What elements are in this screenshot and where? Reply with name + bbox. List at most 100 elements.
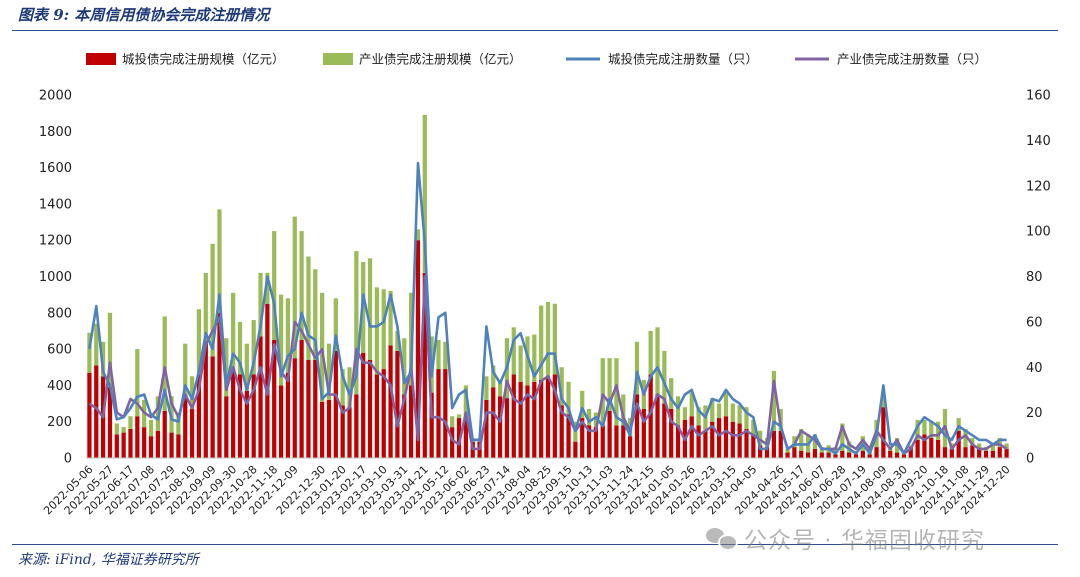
- bar-city: [805, 452, 811, 458]
- bar-industry: [682, 407, 688, 420]
- bar-industry: [217, 209, 222, 313]
- bar-industry: [552, 303, 557, 375]
- bar-city: [155, 430, 160, 458]
- bar-city: [607, 410, 612, 458]
- legend-swatch: [323, 53, 353, 65]
- bar-industry: [306, 256, 311, 360]
- bar-industry: [525, 336, 530, 386]
- bar-industry: [532, 334, 537, 382]
- right-axis-tick-label: 20: [1026, 406, 1043, 421]
- wechat-icon: [706, 526, 738, 551]
- bar-industry: [443, 341, 448, 370]
- bar-industry: [94, 323, 99, 366]
- bar-industry: [422, 114, 427, 273]
- bar-industry: [648, 330, 653, 375]
- bar-industry: [224, 338, 229, 397]
- bar-city: [901, 454, 907, 458]
- bar-city: [942, 447, 948, 458]
- bar-industry: [600, 358, 605, 426]
- bar-industry: [456, 414, 462, 419]
- right-axis-tick-label: 120: [1026, 179, 1051, 194]
- bar-city: [354, 394, 359, 458]
- bar-industry: [121, 427, 126, 433]
- bar-city: [956, 430, 961, 458]
- bar-city: [203, 341, 208, 458]
- bar-city: [799, 450, 804, 458]
- bar-city: [778, 430, 783, 458]
- bar-city: [340, 405, 345, 458]
- right-axis-tick-label: 160: [1026, 89, 1051, 104]
- bar-industry: [621, 394, 626, 426]
- bar-city: [758, 445, 763, 458]
- left-axis-tick-label: 2000: [39, 89, 72, 104]
- bar-city: [1004, 448, 1009, 458]
- bar-city: [210, 356, 215, 458]
- bar-industry: [730, 403, 735, 422]
- bar-city: [94, 365, 99, 458]
- bar-city: [231, 369, 236, 458]
- bar-industry: [580, 390, 585, 419]
- bar-industry: [395, 330, 400, 351]
- bar-city: [532, 381, 537, 458]
- bar-industry: [936, 421, 941, 440]
- bar-city: [689, 416, 694, 458]
- bar-industry: [545, 301, 551, 377]
- bar-city: [771, 430, 776, 458]
- bar-industry: [833, 447, 838, 455]
- right-axis-tick-label: 80: [1026, 270, 1043, 285]
- bar-industry: [155, 396, 160, 431]
- bar-city: [450, 427, 455, 458]
- bar-city: [189, 408, 195, 458]
- bar-city: [641, 408, 646, 458]
- bar-industry: [189, 376, 195, 409]
- bar-industry: [484, 376, 489, 400]
- left-axis-tick-label: 1000: [39, 270, 72, 285]
- line-industry-count: [88, 275, 1008, 455]
- bar-city: [655, 394, 660, 458]
- bar-city: [737, 423, 742, 458]
- bar-city: [970, 445, 975, 458]
- bar-city: [443, 369, 448, 458]
- bar-industry: [586, 408, 592, 426]
- bar-city: [922, 434, 927, 458]
- left-axis-tick-label: 1400: [39, 197, 72, 212]
- bar-city: [888, 450, 893, 458]
- bar-industry: [388, 291, 393, 346]
- bar-city: [497, 396, 503, 458]
- bar-industry: [675, 396, 681, 426]
- bar-industry: [491, 365, 496, 388]
- bar-city: [374, 374, 380, 458]
- bar-city: [128, 428, 133, 458]
- bar-industry: [634, 341, 640, 395]
- bar-industry: [799, 428, 804, 451]
- bar-city: [662, 403, 667, 458]
- bar-city: [600, 425, 605, 458]
- bar-city: [559, 405, 564, 458]
- bar-industry: [333, 298, 338, 351]
- bar-city: [723, 416, 729, 458]
- bar-industry: [1004, 443, 1009, 449]
- bar-city: [518, 381, 523, 458]
- bar-city: [730, 421, 735, 458]
- bar-industry: [237, 321, 243, 375]
- bar-city: [977, 448, 982, 458]
- bar-city: [196, 374, 202, 458]
- bar-city: [963, 447, 968, 458]
- bar-city: [367, 359, 373, 458]
- bar-city: [422, 272, 427, 458]
- bar-industry: [176, 412, 181, 435]
- bar-industry: [497, 381, 503, 397]
- bar-industry: [655, 327, 660, 395]
- bar-city: [237, 374, 243, 458]
- bar-industry: [326, 343, 332, 400]
- bar-city: [847, 452, 852, 458]
- bar-industry: [299, 231, 304, 341]
- bar-city: [696, 425, 701, 458]
- bar-industry: [710, 398, 715, 422]
- bar-industry: [196, 309, 202, 375]
- bar-industry: [744, 407, 749, 429]
- bar-industry: [593, 412, 599, 428]
- title-rule: [12, 30, 1058, 31]
- bar-city: [142, 427, 147, 458]
- bar-city: [669, 408, 674, 458]
